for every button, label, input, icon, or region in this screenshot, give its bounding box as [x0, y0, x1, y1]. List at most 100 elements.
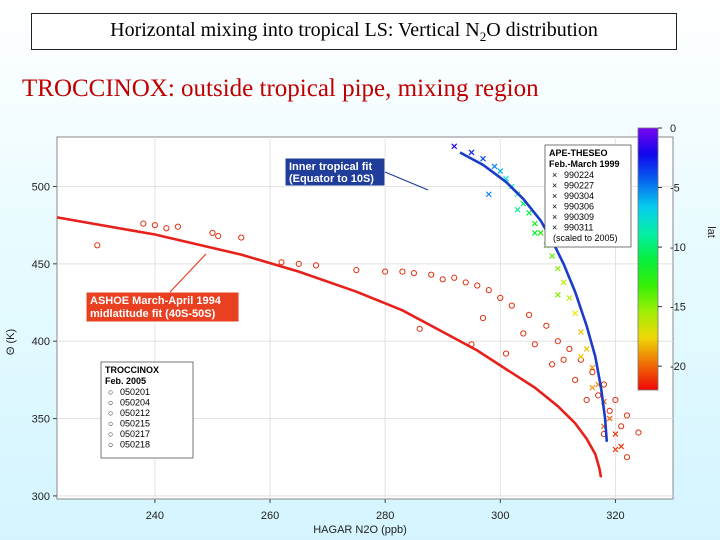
cross-point [497, 168, 504, 174]
legend-marker: × [552, 170, 557, 180]
legend-marker: ○ [108, 387, 113, 397]
fit-curves [56, 151, 609, 478]
circle-point [428, 271, 435, 278]
legend-marker: ○ [108, 419, 113, 429]
inner-fit-annotation: Inner tropical fit(Equator to 10S) [284, 157, 429, 191]
x-axis-label: HAGAR N2O (ppb) [313, 524, 407, 536]
circle-point [623, 412, 631, 419]
cross-point [531, 229, 538, 236]
cross-point [537, 229, 544, 236]
circle-point [525, 311, 533, 319]
legend-box [544, 144, 632, 248]
circle-point [462, 279, 469, 286]
legend-title: APE-THESEO [549, 148, 608, 158]
circle-point [549, 361, 556, 368]
cross-point [583, 346, 590, 352]
inner-fit-label: (Equator to 10S) [289, 173, 374, 185]
circle-point [618, 423, 625, 430]
circle-point [295, 260, 302, 267]
circle-point [508, 302, 515, 309]
circle-point [238, 234, 245, 241]
legend-marker: ○ [108, 440, 113, 450]
cross-point [451, 143, 458, 150]
legend-subtitle: Feb.-March 1999 [549, 159, 620, 169]
circle-point [606, 407, 613, 414]
ashoe-fit-box [85, 291, 240, 323]
y-tick-label: 500 [32, 182, 50, 194]
legend-box [100, 361, 194, 459]
cross-point [589, 364, 596, 371]
legend-entry: 990306 [564, 202, 594, 212]
circle-point [451, 274, 458, 281]
circle-point [399, 268, 406, 275]
cross-point [531, 220, 538, 227]
circle-point [583, 396, 590, 404]
cross-point [618, 443, 625, 450]
circle-point [623, 454, 631, 461]
cross-point [606, 415, 613, 422]
colorbar-tick-label: -5 [670, 183, 680, 195]
circle-point [612, 396, 619, 404]
ashoe-fit-arrow [169, 253, 207, 293]
circle-point [353, 266, 360, 274]
circle-point [554, 338, 561, 345]
circle-point [140, 220, 147, 227]
cross-point [572, 310, 579, 317]
legend-marker: ○ [108, 408, 113, 418]
cross-point [566, 294, 573, 301]
slide-subtitle: TROCCINOX: outside tropical pipe, mixing… [22, 75, 539, 102]
legend-entry: 050217 [120, 429, 150, 439]
circle-point [94, 242, 101, 249]
y-axis: 300 350 400 450 500 [32, 182, 57, 503]
circle-point [560, 356, 567, 363]
circle-point [479, 314, 487, 322]
y-tick-label: 350 [32, 414, 50, 426]
legend-entry: 990224 [564, 170, 594, 180]
x-tick-label: 240 [146, 510, 164, 522]
circle-point [543, 322, 550, 329]
legend-entry: 990304 [564, 191, 594, 201]
cross-point [554, 291, 561, 298]
circle-point [566, 345, 573, 353]
y-tick-label: 450 [32, 259, 50, 271]
circle-point [151, 222, 158, 229]
legend-entry: 050212 [120, 408, 150, 418]
legend-marker: × [552, 181, 557, 191]
circle-point [416, 325, 423, 332]
cross-point [549, 253, 556, 260]
circle-point [502, 350, 510, 357]
circle-point [278, 259, 285, 266]
circle-point [589, 369, 596, 376]
circle-point [520, 330, 527, 337]
circle-point [531, 341, 538, 348]
cross-point [554, 265, 561, 272]
cross-point [560, 279, 567, 286]
colorbar-bar [637, 127, 659, 391]
legend-entry: 050218 [120, 440, 150, 450]
cross-point [485, 191, 492, 198]
y-tick-label: 400 [32, 336, 50, 348]
circle-point [635, 429, 642, 436]
circle-point [572, 376, 579, 383]
cross-point [526, 209, 532, 216]
x-axis: 240 260 280 300 320 [146, 499, 625, 522]
cross-point [612, 431, 619, 437]
slide-title: Horizontal mixing into tropical LS: Vert… [31, 13, 677, 50]
legend-title: TROCCINOX [105, 365, 159, 375]
cross-point [514, 206, 521, 213]
y-axis-label: Θ (K) [5, 329, 17, 355]
circle-point [382, 268, 389, 275]
legend-note: (scaled to 2005) [553, 233, 618, 243]
legend-marker: × [552, 191, 557, 201]
circle-point [215, 232, 222, 240]
legend-entry: 990311 [564, 223, 593, 233]
circle-point [209, 229, 216, 237]
ashoe-fit-curve [56, 216, 603, 478]
cross-point [468, 149, 475, 156]
circle-point [485, 287, 492, 294]
